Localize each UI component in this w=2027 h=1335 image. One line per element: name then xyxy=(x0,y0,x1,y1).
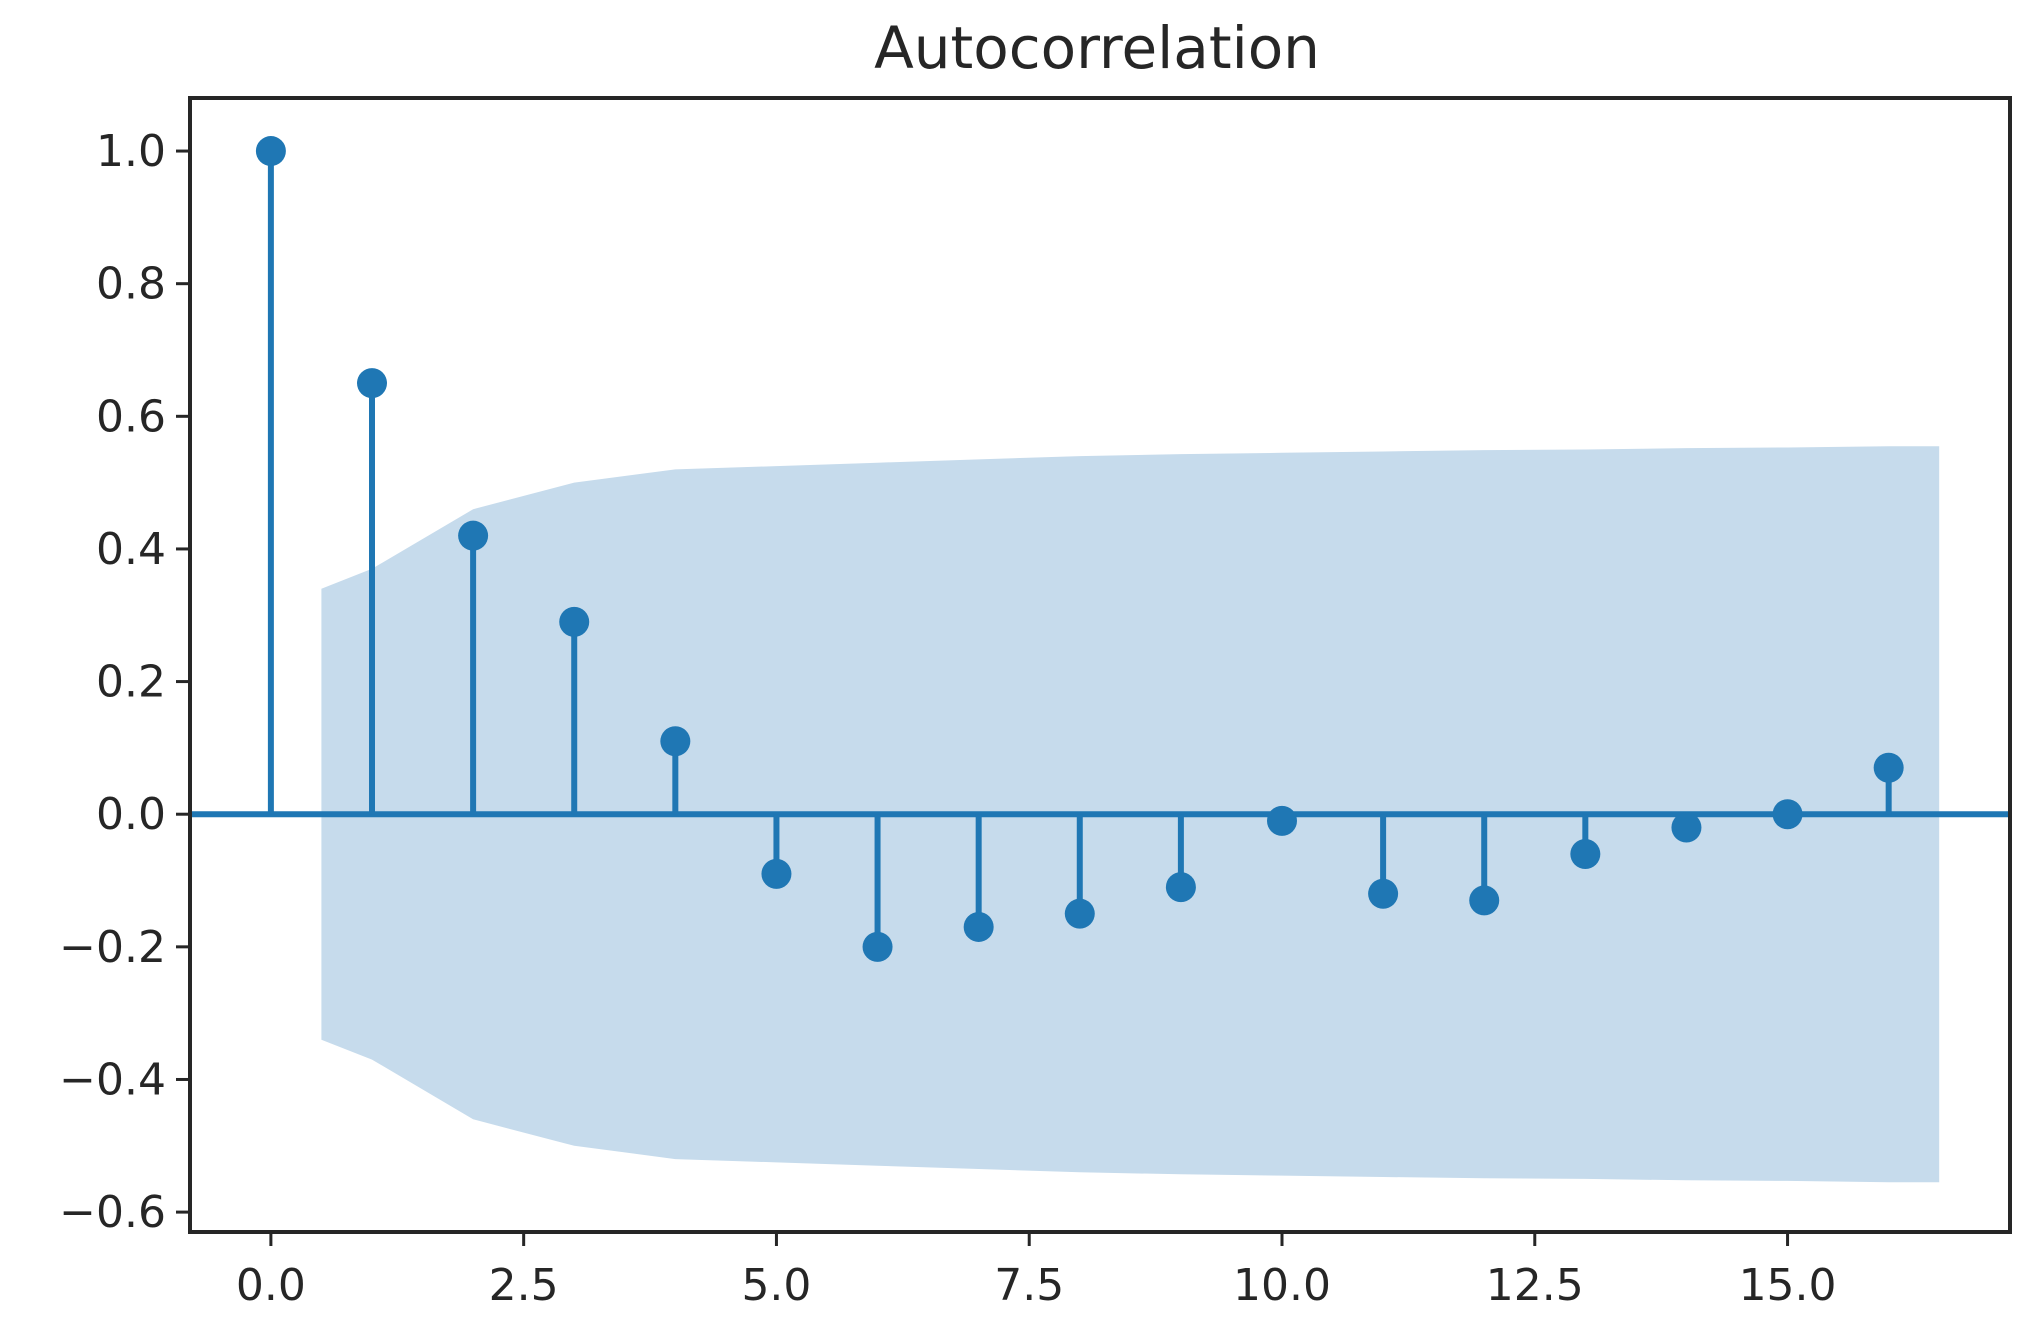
data-point xyxy=(255,136,286,167)
data-point xyxy=(862,931,893,962)
x-tick-label: 0.0 xyxy=(236,1260,306,1311)
y-tick-label: −0.2 xyxy=(59,922,166,973)
y-tick-label: 1.0 xyxy=(96,126,166,177)
data-point xyxy=(761,858,792,889)
data-point xyxy=(1267,805,1297,836)
y-tick-label: 0.8 xyxy=(96,259,166,310)
axes: 1.0 0.8 0.6 0.4 0.2 0.0 −0.2 −0.4 −0.6 0.0 2.5 5.0 7… xyxy=(59,96,2012,1311)
x-tick-label: 10.0 xyxy=(1233,1260,1331,1311)
x-tick-label: 12.5 xyxy=(1486,1260,1584,1311)
x-tick-label: 2.5 xyxy=(489,1260,559,1311)
y-tick-label: −0.6 xyxy=(59,1187,166,1238)
data-point xyxy=(458,520,489,551)
x-tick-label: 5.0 xyxy=(741,1260,811,1311)
data-point xyxy=(357,368,387,399)
data-point xyxy=(1873,752,1904,783)
data-point xyxy=(1469,885,1500,916)
data-point xyxy=(1671,812,1702,843)
data-point xyxy=(963,911,994,942)
data-point xyxy=(1165,872,1196,903)
data-point xyxy=(660,726,691,757)
data-point xyxy=(1570,839,1601,869)
data-point xyxy=(1064,898,1095,929)
plot-area xyxy=(190,136,2010,1183)
y-tick-label: 0.6 xyxy=(96,391,166,442)
data-point xyxy=(559,606,590,637)
chart-title: Autocorrelation xyxy=(874,14,1320,82)
y-tick-label: 0.2 xyxy=(96,657,166,708)
y-tick-label: 0.0 xyxy=(96,789,166,840)
y-tick-label: 0.4 xyxy=(96,524,166,575)
plot-frame xyxy=(188,96,2012,1234)
y-tick-label: −0.4 xyxy=(59,1054,166,1105)
x-tick-label: 15.0 xyxy=(1739,1260,1837,1311)
data-point xyxy=(1368,878,1399,909)
x-tick-label: 7.5 xyxy=(994,1260,1064,1311)
data-point xyxy=(1772,799,1803,830)
